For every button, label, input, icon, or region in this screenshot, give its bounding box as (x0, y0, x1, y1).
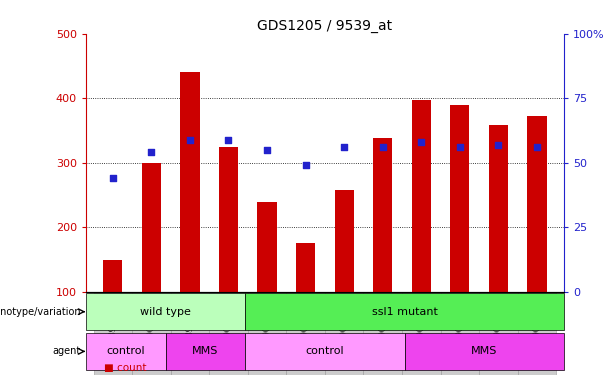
Text: GSM43905: GSM43905 (301, 320, 310, 362)
Point (493, 142, 503, 148)
FancyBboxPatch shape (402, 292, 441, 375)
Bar (257, 201, 276, 292)
Text: GSM43907: GSM43907 (494, 320, 503, 362)
Text: GSM43909: GSM43909 (533, 320, 541, 362)
FancyBboxPatch shape (245, 293, 564, 330)
FancyBboxPatch shape (245, 333, 405, 370)
FancyBboxPatch shape (166, 333, 245, 370)
FancyBboxPatch shape (364, 292, 402, 375)
FancyBboxPatch shape (86, 333, 166, 370)
Text: GSM43908: GSM43908 (378, 320, 387, 362)
FancyBboxPatch shape (94, 292, 132, 375)
Text: GSM43898: GSM43898 (109, 320, 117, 362)
Point (378, 144, 387, 150)
Text: GSM43903: GSM43903 (224, 320, 233, 362)
Bar (296, 243, 315, 292)
Point (147, 150, 156, 156)
FancyBboxPatch shape (325, 292, 364, 375)
FancyBboxPatch shape (441, 292, 479, 375)
Text: MMS: MMS (192, 346, 219, 356)
Text: agent: agent (53, 346, 81, 356)
Bar (489, 125, 508, 292)
Text: control: control (305, 346, 345, 356)
Text: GSM43901: GSM43901 (262, 320, 272, 362)
FancyBboxPatch shape (86, 293, 245, 330)
Point (108, 175, 118, 181)
Text: GSM43902: GSM43902 (455, 320, 465, 362)
Text: GSM43900: GSM43900 (417, 320, 426, 362)
Bar (335, 190, 354, 292)
Point (301, 162, 311, 168)
Text: wild type: wild type (140, 307, 191, 317)
FancyBboxPatch shape (518, 292, 556, 375)
Bar (412, 100, 431, 292)
Text: MMS: MMS (471, 346, 498, 356)
Point (262, 147, 272, 153)
Point (185, 136, 195, 142)
Text: control: control (106, 346, 145, 356)
Text: ssl1 mutant: ssl1 mutant (371, 307, 438, 317)
Point (339, 144, 349, 150)
Point (416, 139, 426, 145)
Text: GSM43904: GSM43904 (147, 320, 156, 362)
Bar (450, 105, 470, 292)
FancyBboxPatch shape (286, 292, 325, 375)
Bar (373, 138, 392, 292)
FancyBboxPatch shape (132, 292, 170, 375)
FancyBboxPatch shape (405, 333, 564, 370)
Title: GDS1205 / 9539_at: GDS1205 / 9539_at (257, 19, 392, 33)
Text: GSM43906: GSM43906 (340, 320, 349, 362)
FancyBboxPatch shape (209, 292, 248, 375)
Bar (527, 116, 547, 292)
Text: genotype/variation: genotype/variation (0, 307, 81, 317)
Point (532, 144, 542, 150)
FancyBboxPatch shape (170, 292, 209, 375)
Text: ■ count: ■ count (104, 363, 147, 373)
Point (455, 144, 465, 150)
Bar (180, 72, 200, 292)
Bar (219, 147, 238, 292)
FancyBboxPatch shape (248, 292, 286, 375)
Bar (103, 260, 123, 292)
FancyBboxPatch shape (479, 292, 518, 375)
Point (224, 136, 234, 142)
Text: GSM43899: GSM43899 (185, 320, 194, 362)
Bar (142, 163, 161, 292)
